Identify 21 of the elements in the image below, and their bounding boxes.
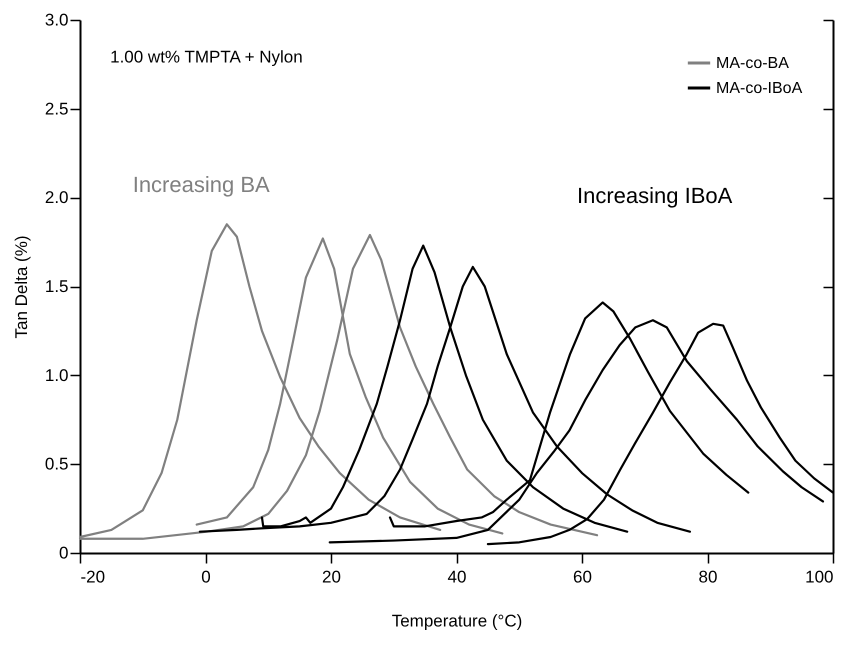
x-tick-label: -20 [80, 568, 106, 586]
x-axis-title: Temperature (°C) [392, 612, 522, 630]
y-tick-label: 2.0 [44, 188, 68, 208]
x-tick-label: 20 [322, 568, 341, 586]
x-tick-label: 80 [698, 568, 718, 586]
x-tick-label: 40 [448, 568, 466, 586]
annotation: 1.00 wt% TMPTA + Nylon [110, 47, 303, 66]
legend-label: MA-co-IBoA [716, 80, 803, 97]
legend-label: MA-co-BA [716, 55, 790, 72]
annotation: Increasing IBoA [576, 182, 733, 208]
y-tick-label: 1.0 [44, 366, 68, 385]
annotation: Increasing BA [132, 172, 270, 198]
y-tick-label: 1.5 [44, 277, 68, 296]
x-tick-label: 0 [201, 568, 211, 586]
y-tick-label: 0.5 [44, 454, 68, 474]
x-tick-label: 60 [573, 568, 592, 586]
y-tick-label: 2.5 [44, 99, 68, 118]
y-tick-label: 3.0 [44, 10, 68, 30]
y-axis-title: Tan Delta (%) [12, 236, 31, 338]
x-tick-label: 100 [805, 568, 834, 586]
y-tick-label: 0 [59, 544, 68, 562]
